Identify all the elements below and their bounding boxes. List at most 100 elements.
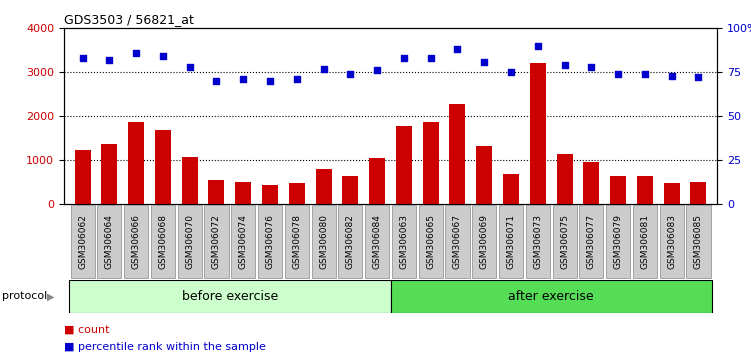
Text: GSM306071: GSM306071	[506, 214, 515, 269]
Bar	[235, 182, 252, 204]
Point	[532, 43, 544, 49]
Text: GSM306065: GSM306065	[426, 214, 435, 269]
Bar	[369, 158, 385, 204]
Text: GSM306062: GSM306062	[78, 214, 87, 269]
FancyBboxPatch shape	[204, 205, 228, 278]
Point	[184, 64, 196, 70]
Point	[478, 59, 490, 64]
Text: GSM306085: GSM306085	[694, 214, 703, 269]
Bar	[182, 157, 198, 204]
Bar	[449, 104, 466, 204]
Text: GSM306077: GSM306077	[587, 214, 596, 269]
FancyBboxPatch shape	[472, 205, 496, 278]
Text: GSM306078: GSM306078	[292, 214, 301, 269]
Bar	[209, 180, 225, 204]
Bar	[503, 174, 519, 204]
Bar	[664, 183, 680, 204]
FancyBboxPatch shape	[285, 205, 309, 278]
Bar	[584, 162, 599, 204]
Bar	[262, 185, 278, 204]
FancyBboxPatch shape	[579, 205, 603, 278]
FancyBboxPatch shape	[391, 280, 712, 313]
FancyBboxPatch shape	[499, 205, 523, 278]
FancyBboxPatch shape	[178, 205, 202, 278]
Point	[291, 76, 303, 82]
FancyBboxPatch shape	[659, 205, 683, 278]
FancyBboxPatch shape	[312, 205, 336, 278]
Text: GSM306069: GSM306069	[480, 214, 489, 269]
FancyBboxPatch shape	[124, 205, 148, 278]
FancyBboxPatch shape	[633, 205, 657, 278]
Text: GDS3503 / 56821_at: GDS3503 / 56821_at	[64, 13, 194, 26]
Point	[639, 71, 651, 77]
Point	[237, 76, 249, 82]
FancyBboxPatch shape	[151, 205, 175, 278]
Point	[424, 55, 436, 61]
Point	[665, 73, 677, 79]
Text: GSM306080: GSM306080	[319, 214, 328, 269]
Text: GSM306075: GSM306075	[560, 214, 569, 269]
Bar	[101, 143, 117, 204]
Point	[104, 57, 116, 63]
Text: GSM306072: GSM306072	[212, 214, 221, 269]
FancyBboxPatch shape	[606, 205, 630, 278]
Text: GSM306063: GSM306063	[400, 214, 409, 269]
Text: ▶: ▶	[47, 291, 54, 302]
Bar	[610, 176, 626, 204]
Point	[612, 71, 624, 77]
Point	[371, 68, 383, 73]
Text: GSM306074: GSM306074	[239, 214, 248, 269]
Text: GSM306064: GSM306064	[105, 214, 114, 269]
Bar	[690, 182, 707, 204]
Point	[130, 50, 142, 56]
Bar	[529, 63, 546, 204]
Bar	[637, 176, 653, 204]
Text: GSM306084: GSM306084	[372, 214, 382, 269]
FancyBboxPatch shape	[69, 280, 391, 313]
Text: after exercise: after exercise	[508, 290, 594, 303]
FancyBboxPatch shape	[231, 205, 255, 278]
Point	[210, 78, 222, 84]
FancyBboxPatch shape	[392, 205, 416, 278]
Bar	[315, 169, 332, 204]
Text: GSM306083: GSM306083	[667, 214, 676, 269]
Point	[451, 46, 463, 52]
Text: GSM306076: GSM306076	[266, 214, 275, 269]
Point	[264, 78, 276, 84]
FancyBboxPatch shape	[365, 205, 389, 278]
Text: GSM306082: GSM306082	[346, 214, 355, 269]
Text: protocol: protocol	[2, 291, 47, 302]
Bar	[74, 150, 91, 204]
FancyBboxPatch shape	[338, 205, 363, 278]
Text: GSM306067: GSM306067	[453, 214, 462, 269]
Text: GSM306070: GSM306070	[185, 214, 195, 269]
Text: GSM306079: GSM306079	[614, 214, 623, 269]
FancyBboxPatch shape	[71, 205, 95, 278]
Bar	[289, 183, 305, 204]
Text: GSM306073: GSM306073	[533, 214, 542, 269]
FancyBboxPatch shape	[445, 205, 469, 278]
Point	[692, 75, 704, 80]
FancyBboxPatch shape	[686, 205, 710, 278]
Point	[585, 64, 597, 70]
Bar	[423, 122, 439, 204]
Point	[157, 53, 169, 59]
FancyBboxPatch shape	[98, 205, 122, 278]
Bar	[128, 122, 144, 204]
Bar	[342, 176, 358, 204]
Point	[345, 71, 357, 77]
FancyBboxPatch shape	[418, 205, 443, 278]
Bar	[556, 154, 572, 204]
Text: GSM306081: GSM306081	[641, 214, 650, 269]
Text: GSM306066: GSM306066	[131, 214, 140, 269]
FancyBboxPatch shape	[258, 205, 282, 278]
Bar	[476, 146, 492, 204]
FancyBboxPatch shape	[553, 205, 577, 278]
Text: GSM306068: GSM306068	[158, 214, 167, 269]
Point	[505, 69, 517, 75]
Bar	[155, 130, 171, 204]
Bar	[396, 126, 412, 204]
Point	[77, 55, 89, 61]
Text: ■ count: ■ count	[64, 324, 110, 334]
Text: before exercise: before exercise	[182, 290, 278, 303]
